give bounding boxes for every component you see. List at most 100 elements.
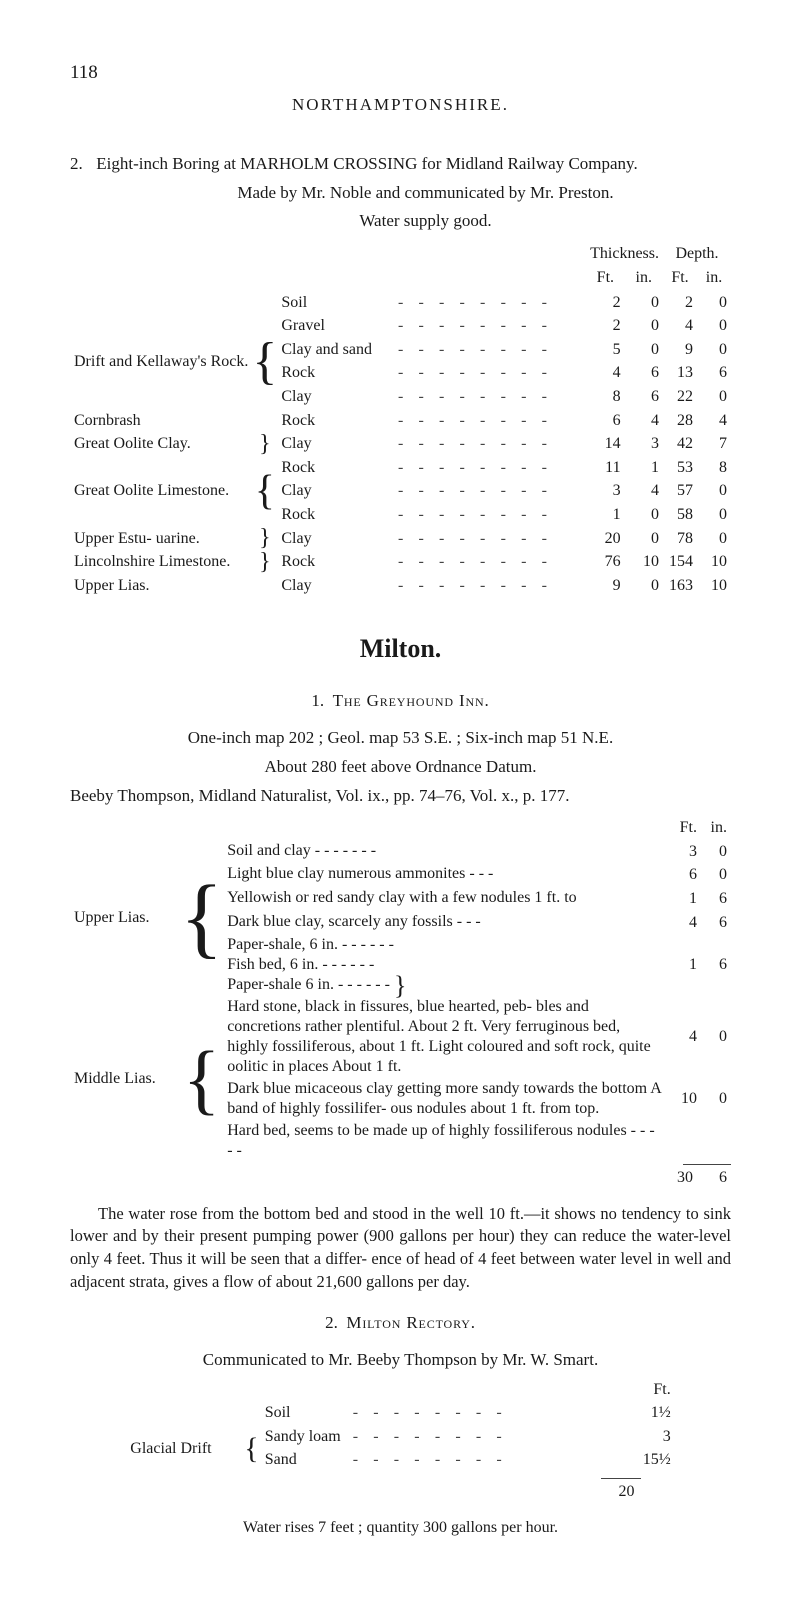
- leader-dots: [394, 527, 586, 551]
- brace: [252, 291, 277, 315]
- running-head: NORTHAMPTONSHIRE.: [70, 94, 731, 117]
- ft: [667, 1120, 701, 1162]
- th-ft1: Ft.: [586, 267, 624, 291]
- num-cell: 14: [586, 432, 624, 456]
- val: 1½: [627, 1401, 677, 1425]
- in: 6: [701, 887, 731, 911]
- num-cell: 4: [697, 409, 731, 433]
- layer: Clay: [277, 479, 394, 503]
- rectory-comm: Communicated to Mr. Beeby Thompson by Mr…: [70, 1349, 731, 1372]
- greyhound-heading: 1. The Greyhound Inn.: [70, 690, 731, 713]
- in: 0: [701, 863, 731, 887]
- num-cell: 0: [625, 291, 663, 315]
- rectory-rule: [601, 1478, 641, 1479]
- leader-dots: [394, 291, 586, 315]
- in: 0: [701, 1078, 731, 1120]
- boring-num: 2.: [70, 153, 92, 176]
- val: 3: [627, 1425, 677, 1449]
- num-cell: 6: [625, 385, 663, 409]
- num-cell: 0: [697, 385, 731, 409]
- num-cell: 1: [625, 456, 663, 480]
- unit-label: Lincolnshire Limestone.: [70, 550, 252, 574]
- num-cell: 0: [697, 503, 731, 527]
- ft: 3: [667, 840, 701, 864]
- water-prose: The water rose from the bottom bed and s…: [70, 1203, 731, 1294]
- layer: Rock: [277, 409, 394, 433]
- num-cell: 0: [625, 503, 663, 527]
- num-cell: 22: [663, 385, 697, 409]
- layer: Rock: [277, 361, 394, 385]
- num-cell: 0: [697, 479, 731, 503]
- num-cell: 4: [663, 314, 697, 338]
- num-cell: 53: [663, 456, 697, 480]
- th-in2: in.: [697, 267, 731, 291]
- ft: 10: [667, 1078, 701, 1120]
- leader-dots: [394, 479, 586, 503]
- desc: Dark blue micaceous clay getting more sa…: [223, 1078, 667, 1120]
- leader-dots: [347, 1401, 627, 1425]
- desc: Dark blue clay, scarcely any fossils - -…: [223, 911, 667, 935]
- num-cell: 1: [586, 503, 624, 527]
- brace: }: [252, 527, 277, 551]
- ft: 4: [667, 996, 701, 1078]
- boring-heading: 2. Eight-inch Boring at MARHOLM CROSSING…: [70, 153, 731, 176]
- layer: Rock: [277, 456, 394, 480]
- num-cell: 0: [697, 314, 731, 338]
- num-cell: 0: [697, 338, 731, 362]
- desc: Light blue clay numerous ammonites - - -: [223, 863, 667, 887]
- num-cell: 9: [586, 574, 624, 598]
- layer: Rock: [277, 503, 394, 527]
- desc: Yellowish or red sandy clay with a few n…: [223, 887, 667, 911]
- num-cell: 20: [586, 527, 624, 551]
- leader-dots: [394, 338, 586, 362]
- middle-lias-label: Middle Lias.: [70, 996, 180, 1162]
- unit-label: Upper Lias.: [70, 574, 252, 598]
- num-cell: 6: [697, 361, 731, 385]
- num-cell: 0: [625, 314, 663, 338]
- page-number: 118: [70, 60, 731, 86]
- rectory-ft-label: Ft.: [627, 1378, 677, 1402]
- num-cell: 3: [586, 479, 624, 503]
- num-cell: 10: [625, 550, 663, 574]
- strata-table: Thickness. Depth. Ft. in. Ft. in. Soil20…: [70, 243, 731, 597]
- tbl2-in: in.: [701, 816, 731, 840]
- desc: Soil and clay - - - - - - -: [223, 840, 667, 864]
- unit-label: Great Oolite Limestone.: [70, 456, 252, 527]
- layer: Soil: [277, 291, 394, 315]
- num-cell: 0: [697, 527, 731, 551]
- leader-dots: [394, 503, 586, 527]
- rectory-table: Ft. Soil1½Glacial Drift{Sandy loam3Sand1…: [124, 1378, 676, 1472]
- num-cell: 0: [625, 574, 663, 598]
- num-cell: 57: [663, 479, 697, 503]
- layer: Sand: [259, 1448, 347, 1472]
- brace: {: [180, 840, 223, 996]
- leader-dots: [394, 574, 586, 598]
- ft: 4: [667, 911, 701, 935]
- milton-title: Milton.: [70, 631, 731, 666]
- leader-dots: [394, 550, 586, 574]
- desc-bracket: Paper-shale, 6 in. - - - - - -Fish bed, …: [223, 934, 667, 996]
- leader-dots: [394, 456, 586, 480]
- brace: {: [180, 996, 223, 1162]
- desc: Hard stone, black in fissures, blue hear…: [223, 996, 667, 1078]
- th-depth: Depth.: [663, 243, 731, 267]
- num-cell: 5: [586, 338, 624, 362]
- unit-label: Great Oolite Clay.: [70, 432, 252, 456]
- brace: }: [252, 432, 277, 456]
- leader-dots: [394, 432, 586, 456]
- layer: Gravel: [277, 314, 394, 338]
- num-cell: 163: [663, 574, 697, 598]
- layer: Rock: [277, 550, 394, 574]
- milton-line1: One-inch map 202 ; Geol. map 53 S.E. ; S…: [70, 727, 731, 750]
- layer: Clay: [277, 574, 394, 598]
- num-cell: 11: [586, 456, 624, 480]
- brace: [252, 574, 277, 598]
- num-cell: 0: [625, 338, 663, 362]
- num-cell: 13: [663, 361, 697, 385]
- num-cell: 8: [697, 456, 731, 480]
- leader-dots: [394, 409, 586, 433]
- rectory-title: Milton Rectory.: [346, 1313, 476, 1332]
- num-cell: 4: [625, 409, 663, 433]
- leader-dots: [347, 1425, 627, 1449]
- sub-title: The Greyhound Inn.: [333, 691, 490, 710]
